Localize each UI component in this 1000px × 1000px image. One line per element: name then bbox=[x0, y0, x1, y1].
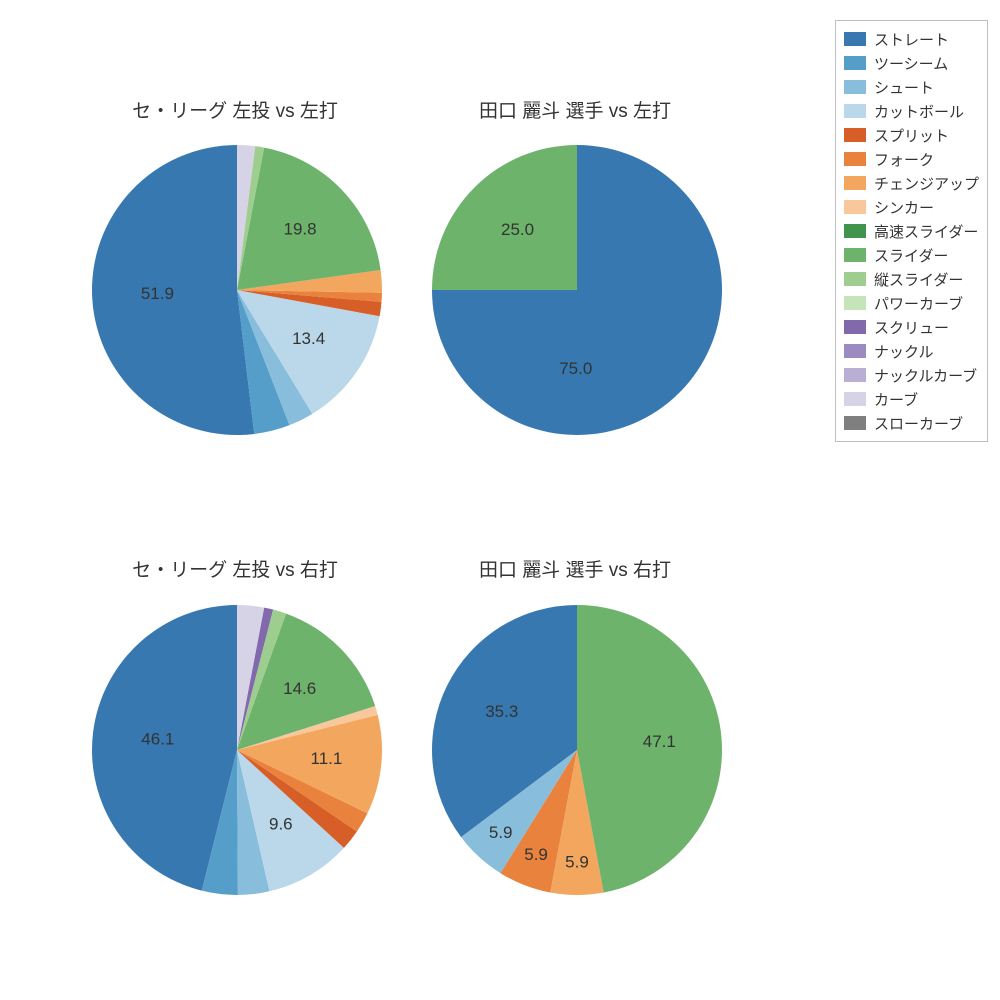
legend-row-slider: スライダー bbox=[844, 243, 979, 267]
legend-row-fast_slider: 高速スライダー bbox=[844, 219, 979, 243]
pie-label-straight: 35.3 bbox=[485, 702, 518, 721]
legend-swatch-split bbox=[844, 128, 866, 142]
legend-label-v_slider: 縦スライダー bbox=[874, 269, 963, 290]
legend-row-changeup: チェンジアップ bbox=[844, 171, 979, 195]
legend-label-split: スプリット bbox=[874, 125, 949, 146]
legend-row-curve: カーブ bbox=[844, 387, 979, 411]
pie-label-cutball: 13.4 bbox=[292, 329, 325, 348]
pie-label-cutball: 9.6 bbox=[269, 815, 293, 834]
legend-row-split: スプリット bbox=[844, 123, 979, 147]
legend-label-curve: カーブ bbox=[874, 389, 918, 410]
pie-label-shoot: 5.9 bbox=[489, 823, 513, 842]
legend-label-fast_slider: 高速スライダー bbox=[874, 221, 978, 242]
legend-label-sinker: シンカー bbox=[874, 197, 934, 218]
pie-label-changeup: 11.1 bbox=[311, 749, 343, 768]
legend-swatch-knuckle bbox=[844, 344, 866, 358]
legend-swatch-screw bbox=[844, 320, 866, 334]
legend-swatch-knuckle_curve bbox=[844, 368, 866, 382]
chart-stage: セ・リーグ 左投 vs 左打 田口 麗斗 選手 vs 左打 セ・リーグ 左投 v… bbox=[0, 0, 1000, 1000]
legend-swatch-changeup bbox=[844, 176, 866, 190]
pie-label-slider: 19.8 bbox=[283, 220, 316, 239]
pie-label-changeup: 5.9 bbox=[565, 853, 589, 872]
legend-swatch-fast_slider bbox=[844, 224, 866, 238]
pie-slice-slider bbox=[432, 145, 577, 290]
legend-row-screw: スクリュー bbox=[844, 315, 979, 339]
pie-label-slider: 14.6 bbox=[283, 679, 316, 698]
legend-label-knuckle_curve: ナックルカーブ bbox=[874, 365, 977, 386]
pie-label-slider: 47.1 bbox=[643, 732, 676, 751]
legend-swatch-slow_curve bbox=[844, 416, 866, 430]
legend-label-two_seam: ツーシーム bbox=[874, 53, 948, 74]
legend-label-fork: フォーク bbox=[874, 149, 934, 170]
pie-label-straight: 75.0 bbox=[559, 359, 592, 378]
legend-swatch-fork bbox=[844, 152, 866, 166]
legend-swatch-cutball bbox=[844, 104, 866, 118]
legend-row-shoot: シュート bbox=[844, 75, 979, 99]
legend-label-slider: スライダー bbox=[874, 245, 948, 266]
legend-label-slow_curve: スローカーブ bbox=[874, 413, 963, 434]
legend-swatch-v_slider bbox=[844, 272, 866, 286]
pie-label-straight: 51.9 bbox=[141, 284, 174, 303]
legend-label-straight: ストレート bbox=[874, 29, 949, 50]
legend-row-cutball: カットボール bbox=[844, 99, 979, 123]
legend-label-screw: スクリュー bbox=[874, 317, 949, 338]
legend-row-knuckle: ナックル bbox=[844, 339, 979, 363]
legend-row-slow_curve: スローカーブ bbox=[844, 411, 979, 435]
legend: ストレートツーシームシュートカットボールスプリットフォークチェンジアップシンカー… bbox=[835, 20, 988, 442]
legend-row-sinker: シンカー bbox=[844, 195, 979, 219]
legend-row-knuckle_curve: ナックルカーブ bbox=[844, 363, 979, 387]
legend-label-power_curve: パワーカーブ bbox=[874, 293, 963, 314]
legend-row-two_seam: ツーシーム bbox=[844, 51, 979, 75]
legend-row-straight: ストレート bbox=[844, 27, 979, 51]
legend-label-knuckle: ナックル bbox=[874, 341, 934, 362]
legend-swatch-straight bbox=[844, 32, 866, 46]
legend-swatch-shoot bbox=[844, 80, 866, 94]
pie-label-slider: 25.0 bbox=[501, 220, 534, 239]
legend-label-cutball: カットボール bbox=[874, 101, 964, 122]
legend-swatch-slider bbox=[844, 248, 866, 262]
legend-swatch-power_curve bbox=[844, 296, 866, 310]
legend-swatch-two_seam bbox=[844, 56, 866, 70]
legend-label-shoot: シュート bbox=[874, 77, 934, 98]
legend-swatch-curve bbox=[844, 392, 866, 406]
legend-row-fork: フォーク bbox=[844, 147, 979, 171]
legend-label-changeup: チェンジアップ bbox=[874, 173, 979, 194]
pie-label-straight: 46.1 bbox=[141, 730, 174, 749]
pie-label-fork: 5.9 bbox=[524, 845, 548, 864]
legend-swatch-sinker bbox=[844, 200, 866, 214]
legend-row-power_curve: パワーカーブ bbox=[844, 291, 979, 315]
legend-row-v_slider: 縦スライダー bbox=[844, 267, 979, 291]
